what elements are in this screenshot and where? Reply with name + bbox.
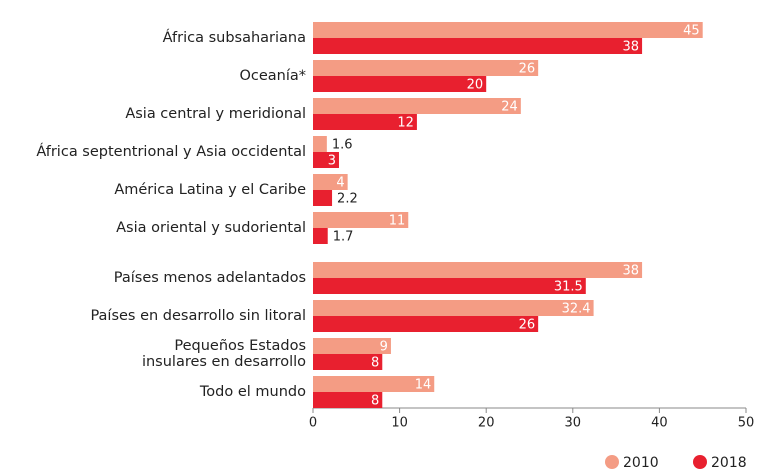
value-label: 8 [371, 394, 379, 409]
bar [313, 152, 339, 168]
bar [313, 376, 435, 392]
bar [313, 316, 539, 332]
value-label: 11 [389, 214, 406, 229]
bar [313, 338, 391, 354]
bar [313, 76, 487, 92]
bar [313, 262, 643, 278]
value-label: 12 [397, 116, 414, 131]
value-label: 9 [380, 340, 388, 355]
x-tick-label: 0 [309, 416, 317, 431]
x-tick-label: 10 [391, 416, 408, 431]
bar [313, 212, 409, 228]
bar [313, 114, 417, 130]
value-label: 38 [623, 264, 640, 279]
bar [313, 190, 333, 206]
value-label: 3 [328, 154, 336, 169]
x-tick-label: 20 [478, 416, 495, 431]
bar [313, 174, 348, 190]
category-label: Todo el mundo [199, 384, 306, 400]
value-label: 31.5 [554, 280, 583, 295]
value-label: 14 [415, 378, 432, 393]
value-label: 2.2 [337, 192, 358, 207]
bar [313, 354, 383, 370]
category-label: América Latina y el Caribe [114, 182, 306, 198]
value-label: 45 [683, 24, 700, 39]
value-label: 26 [519, 62, 536, 77]
category-label: Asia central y meridional [125, 106, 306, 122]
bar [313, 98, 521, 114]
bar [313, 228, 328, 244]
legend-swatch [693, 455, 707, 469]
bar [313, 136, 327, 152]
bar [313, 392, 383, 408]
x-tick-label: 50 [738, 416, 755, 431]
category-label: África subsahariana [162, 30, 306, 46]
category-label: Países menos adelantados [113, 270, 306, 286]
bar [313, 38, 643, 54]
bar [313, 60, 539, 76]
category-label: Oceanía* [239, 68, 306, 84]
legend-label: 2018 [711, 455, 747, 471]
category-label: Pequeños Estados insulares en desarrollo [141, 338, 306, 370]
bar [313, 300, 594, 316]
value-label: 32.4 [562, 302, 591, 317]
legend-label: 2010 [623, 455, 659, 471]
value-label: 24 [501, 100, 518, 115]
value-label: 1.6 [332, 138, 353, 153]
value-label: 26 [519, 318, 536, 333]
category-label: África septentrional y Asia occidental [36, 144, 306, 160]
value-label: 1.7 [333, 230, 354, 245]
legend-swatch [605, 455, 619, 469]
value-label: 38 [623, 40, 640, 55]
bar [313, 22, 703, 38]
category-label: Países en desarrollo sin litoral [90, 308, 306, 324]
value-label: 4 [336, 176, 344, 191]
x-tick-label: 30 [565, 416, 582, 431]
x-tick-label: 40 [651, 416, 668, 431]
bar [313, 278, 586, 294]
value-label: 20 [467, 78, 484, 93]
value-label: 8 [371, 356, 379, 371]
category-label: Asia oriental y sudoriental [116, 220, 306, 236]
